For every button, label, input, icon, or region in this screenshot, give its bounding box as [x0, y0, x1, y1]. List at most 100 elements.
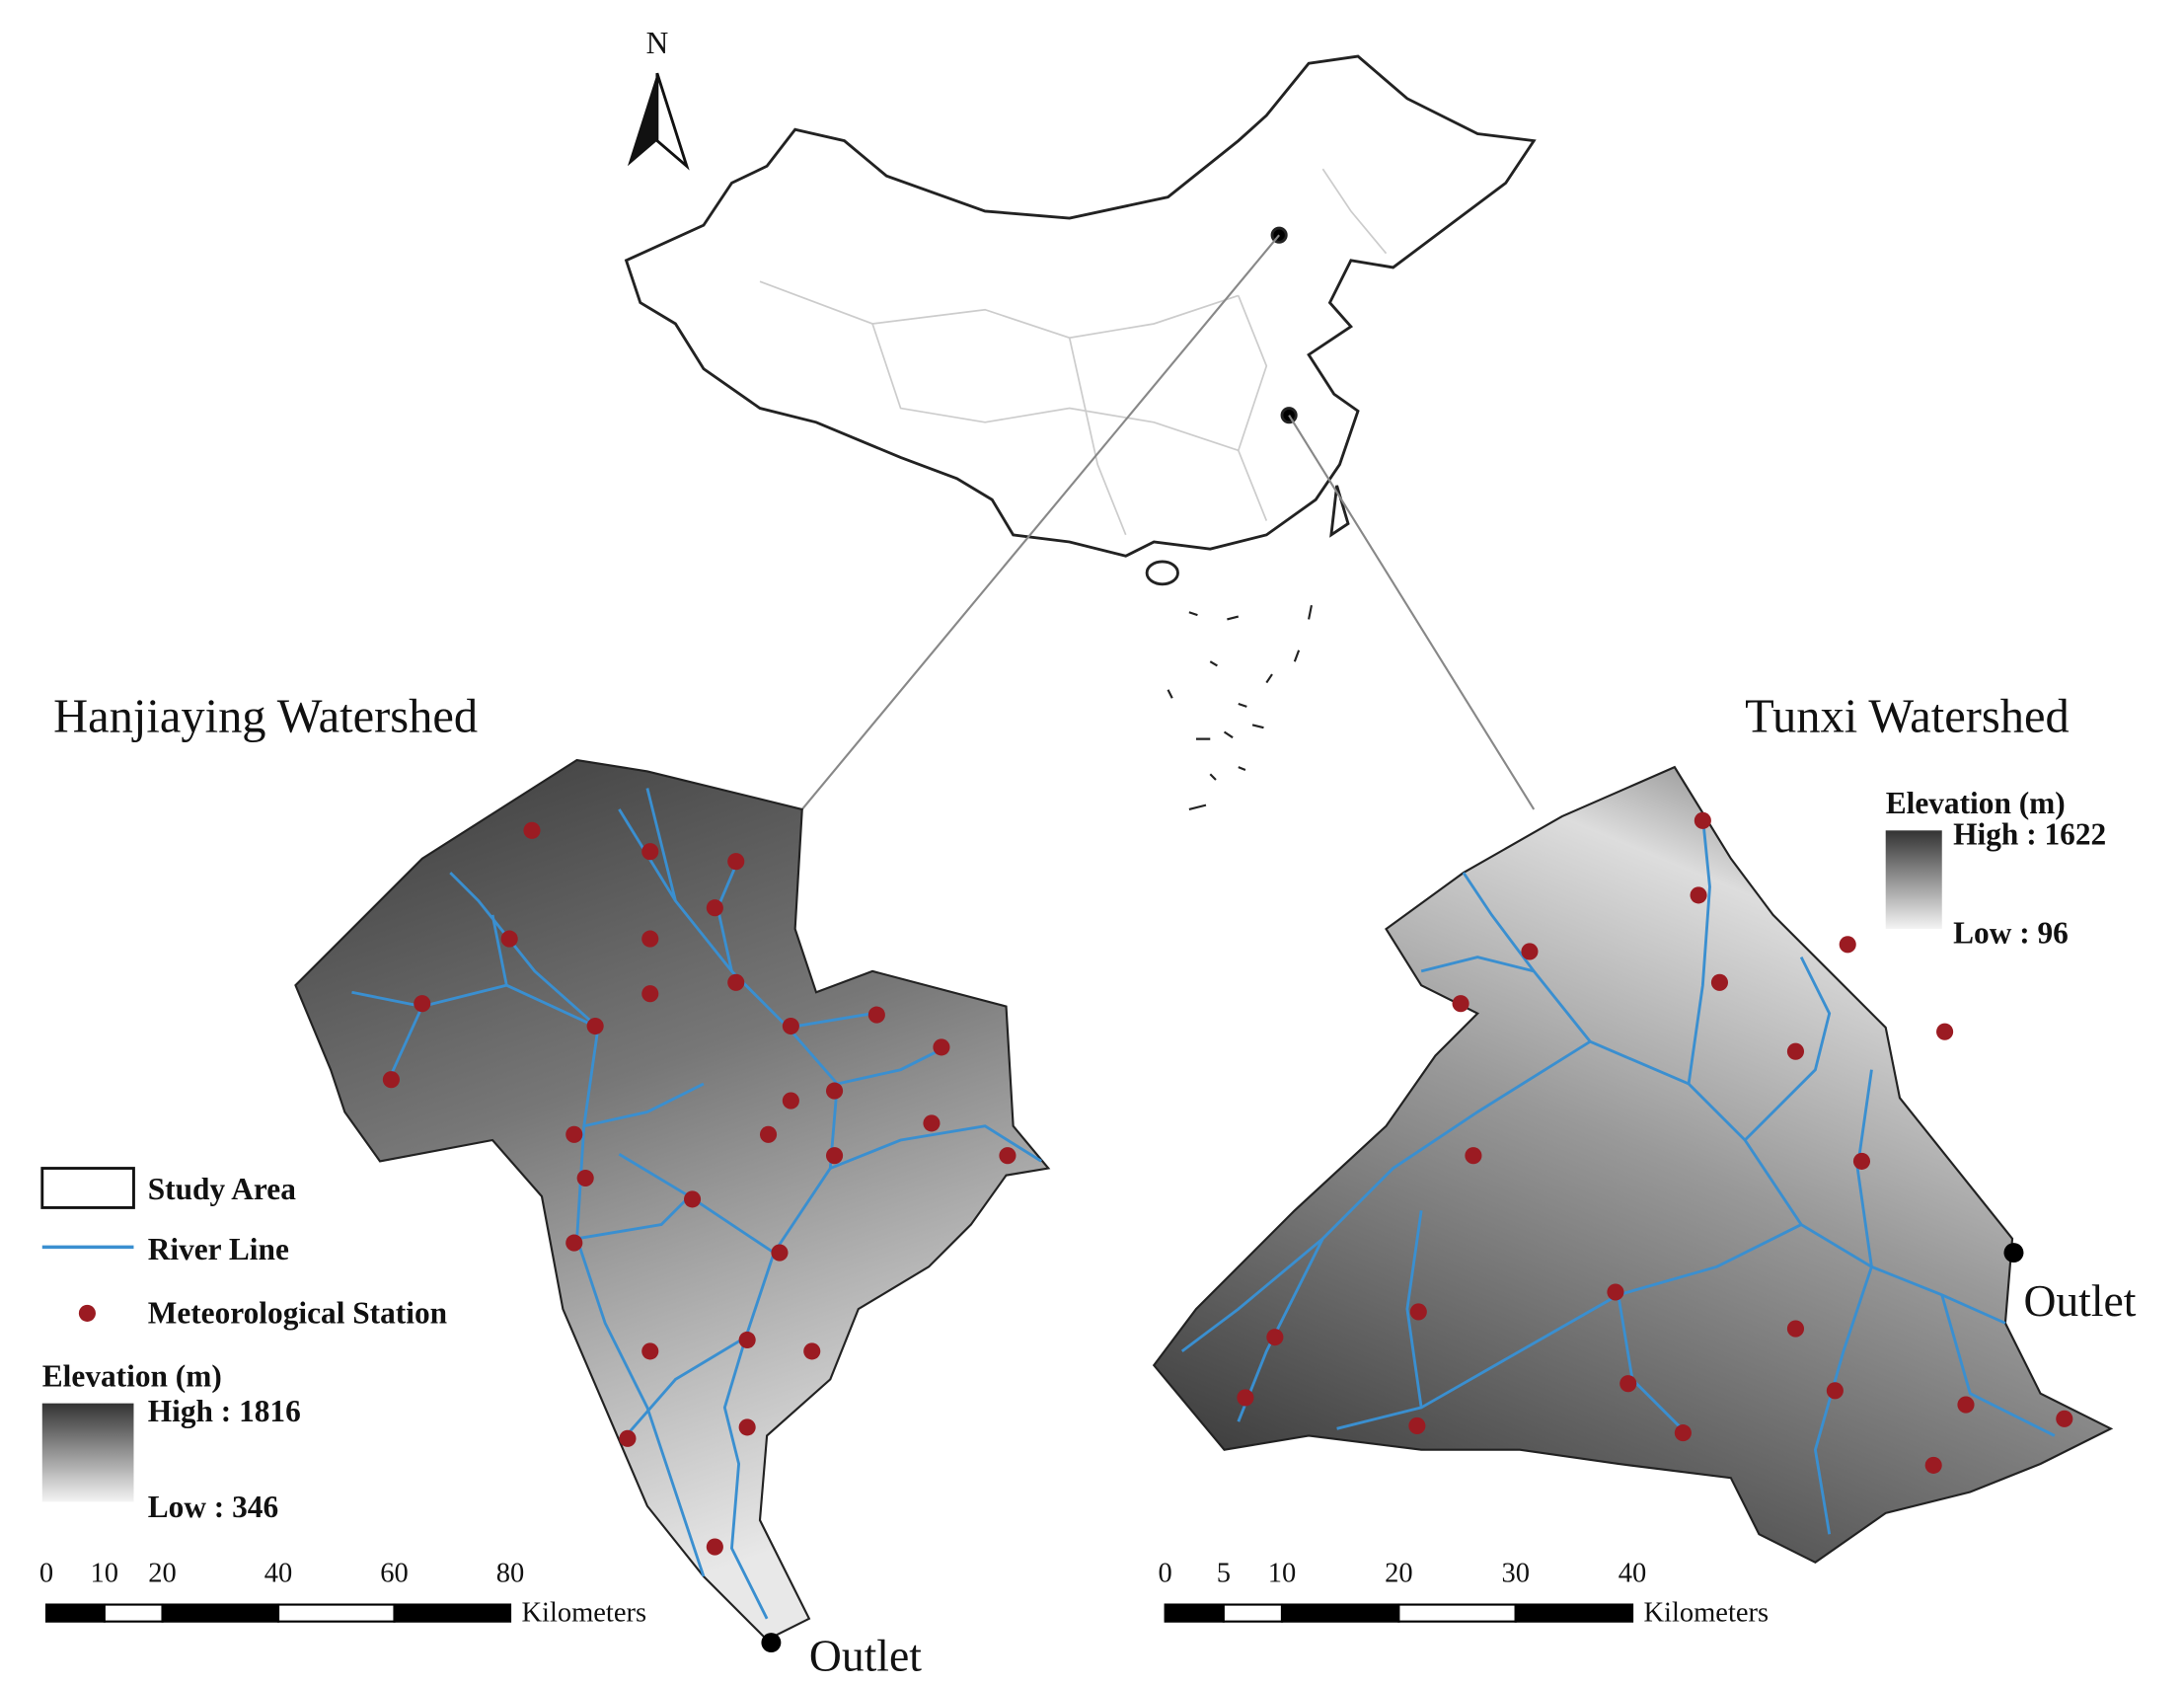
station	[999, 1147, 1017, 1165]
station	[1936, 1023, 1954, 1040]
river	[1744, 957, 1832, 1142]
station	[619, 1429, 637, 1447]
river	[837, 1047, 943, 1086]
legend-label: River Line	[148, 1232, 289, 1266]
station	[867, 1006, 885, 1024]
station	[727, 973, 745, 991]
scale-tick-label: 0	[1159, 1559, 1172, 1589]
elevation-low: Low : 346	[148, 1490, 278, 1524]
watershed-title: Tunxi Watershed	[1745, 690, 2070, 742]
station	[576, 1169, 594, 1187]
river	[1813, 1265, 1873, 1535]
river	[1687, 815, 1711, 1085]
station	[782, 1017, 799, 1035]
river	[1462, 872, 2006, 1325]
legend-label: Study Area	[148, 1172, 296, 1206]
station	[803, 1342, 821, 1360]
station	[1521, 943, 1539, 960]
scale-tick-label: 20	[1385, 1559, 1413, 1589]
station	[1924, 1456, 1942, 1474]
scale-segment	[1514, 1603, 1634, 1623]
scale-segment	[1280, 1603, 1400, 1623]
north-arrow: N	[627, 26, 690, 171]
watershed-title: Hanjiaying Watershed	[53, 690, 478, 742]
scale-tick-label: 10	[1268, 1559, 1297, 1589]
station	[1710, 973, 1729, 991]
river	[1180, 1039, 1592, 1353]
station	[771, 1244, 789, 1262]
station	[414, 995, 431, 1013]
station	[1409, 1303, 1427, 1321]
station	[1694, 811, 1711, 829]
station	[382, 1071, 400, 1089]
scale-segment	[1397, 1603, 1517, 1623]
river	[1405, 1210, 1423, 1409]
stations	[382, 811, 2073, 1556]
station	[500, 930, 518, 948]
station	[933, 1038, 950, 1056]
station	[641, 1342, 659, 1360]
station	[1465, 1147, 1482, 1165]
station	[923, 1114, 941, 1132]
station	[586, 1017, 604, 1035]
scale-tick-label: 10	[91, 1559, 119, 1589]
station	[706, 899, 723, 917]
station	[1957, 1396, 1975, 1414]
scale-tick-label: 80	[496, 1559, 524, 1589]
river	[1336, 1223, 1802, 1430]
station	[565, 1125, 583, 1143]
river	[788, 1012, 873, 1030]
station	[738, 1418, 756, 1436]
scale-segment	[44, 1603, 106, 1623]
station	[706, 1538, 723, 1556]
station	[782, 1092, 799, 1110]
station	[1690, 886, 1707, 904]
scale-segment	[103, 1603, 164, 1623]
station	[1408, 1416, 1426, 1435]
station	[738, 1331, 756, 1349]
elevation-high: High : 1622	[1953, 817, 2106, 852]
station	[826, 1082, 844, 1100]
elevation-low: Low : 96	[1953, 915, 2069, 950]
river	[645, 788, 677, 901]
station	[727, 853, 745, 871]
north-label: N	[646, 26, 669, 60]
hanjiaying-watershed	[294, 758, 1051, 1642]
station	[1266, 1329, 1284, 1346]
river	[490, 914, 508, 986]
scale-tick-label: 30	[1501, 1559, 1529, 1589]
scale-tick-label: 20	[148, 1559, 177, 1589]
elevation-title: Elevation (m)	[1886, 786, 2066, 820]
station	[1826, 1382, 1844, 1400]
tunxi-watershed	[1152, 765, 2114, 1565]
station	[1839, 936, 1856, 954]
station	[1237, 1389, 1254, 1407]
scale-unit: Kilometers	[1643, 1598, 1769, 1629]
elevation-title: Elevation (m)	[42, 1359, 222, 1394]
station	[565, 1234, 583, 1252]
station	[826, 1147, 844, 1165]
elevation-high: High : 1816	[148, 1394, 301, 1428]
scale-tick-label: 0	[39, 1559, 53, 1589]
station	[683, 1190, 702, 1208]
river	[583, 1082, 705, 1128]
scale-segment	[1222, 1603, 1284, 1623]
station	[641, 985, 659, 1003]
outlet-point	[2003, 1243, 2024, 1263]
station	[1607, 1283, 1624, 1301]
legend: Study Area River Line Meteorological Sta…	[40, 786, 2106, 1524]
river	[829, 1124, 1042, 1170]
scale-segment	[276, 1603, 396, 1623]
station	[641, 843, 659, 861]
scale-segment	[393, 1603, 512, 1623]
station	[1852, 1152, 1871, 1170]
station	[1619, 1375, 1637, 1393]
scale-tick-label: 60	[380, 1559, 409, 1589]
china-map	[624, 54, 1537, 810]
station	[759, 1125, 778, 1143]
river	[1940, 1294, 2056, 1437]
legend-label: Meteorological Station	[148, 1295, 447, 1330]
outlet-label: Outlet	[809, 1631, 922, 1681]
